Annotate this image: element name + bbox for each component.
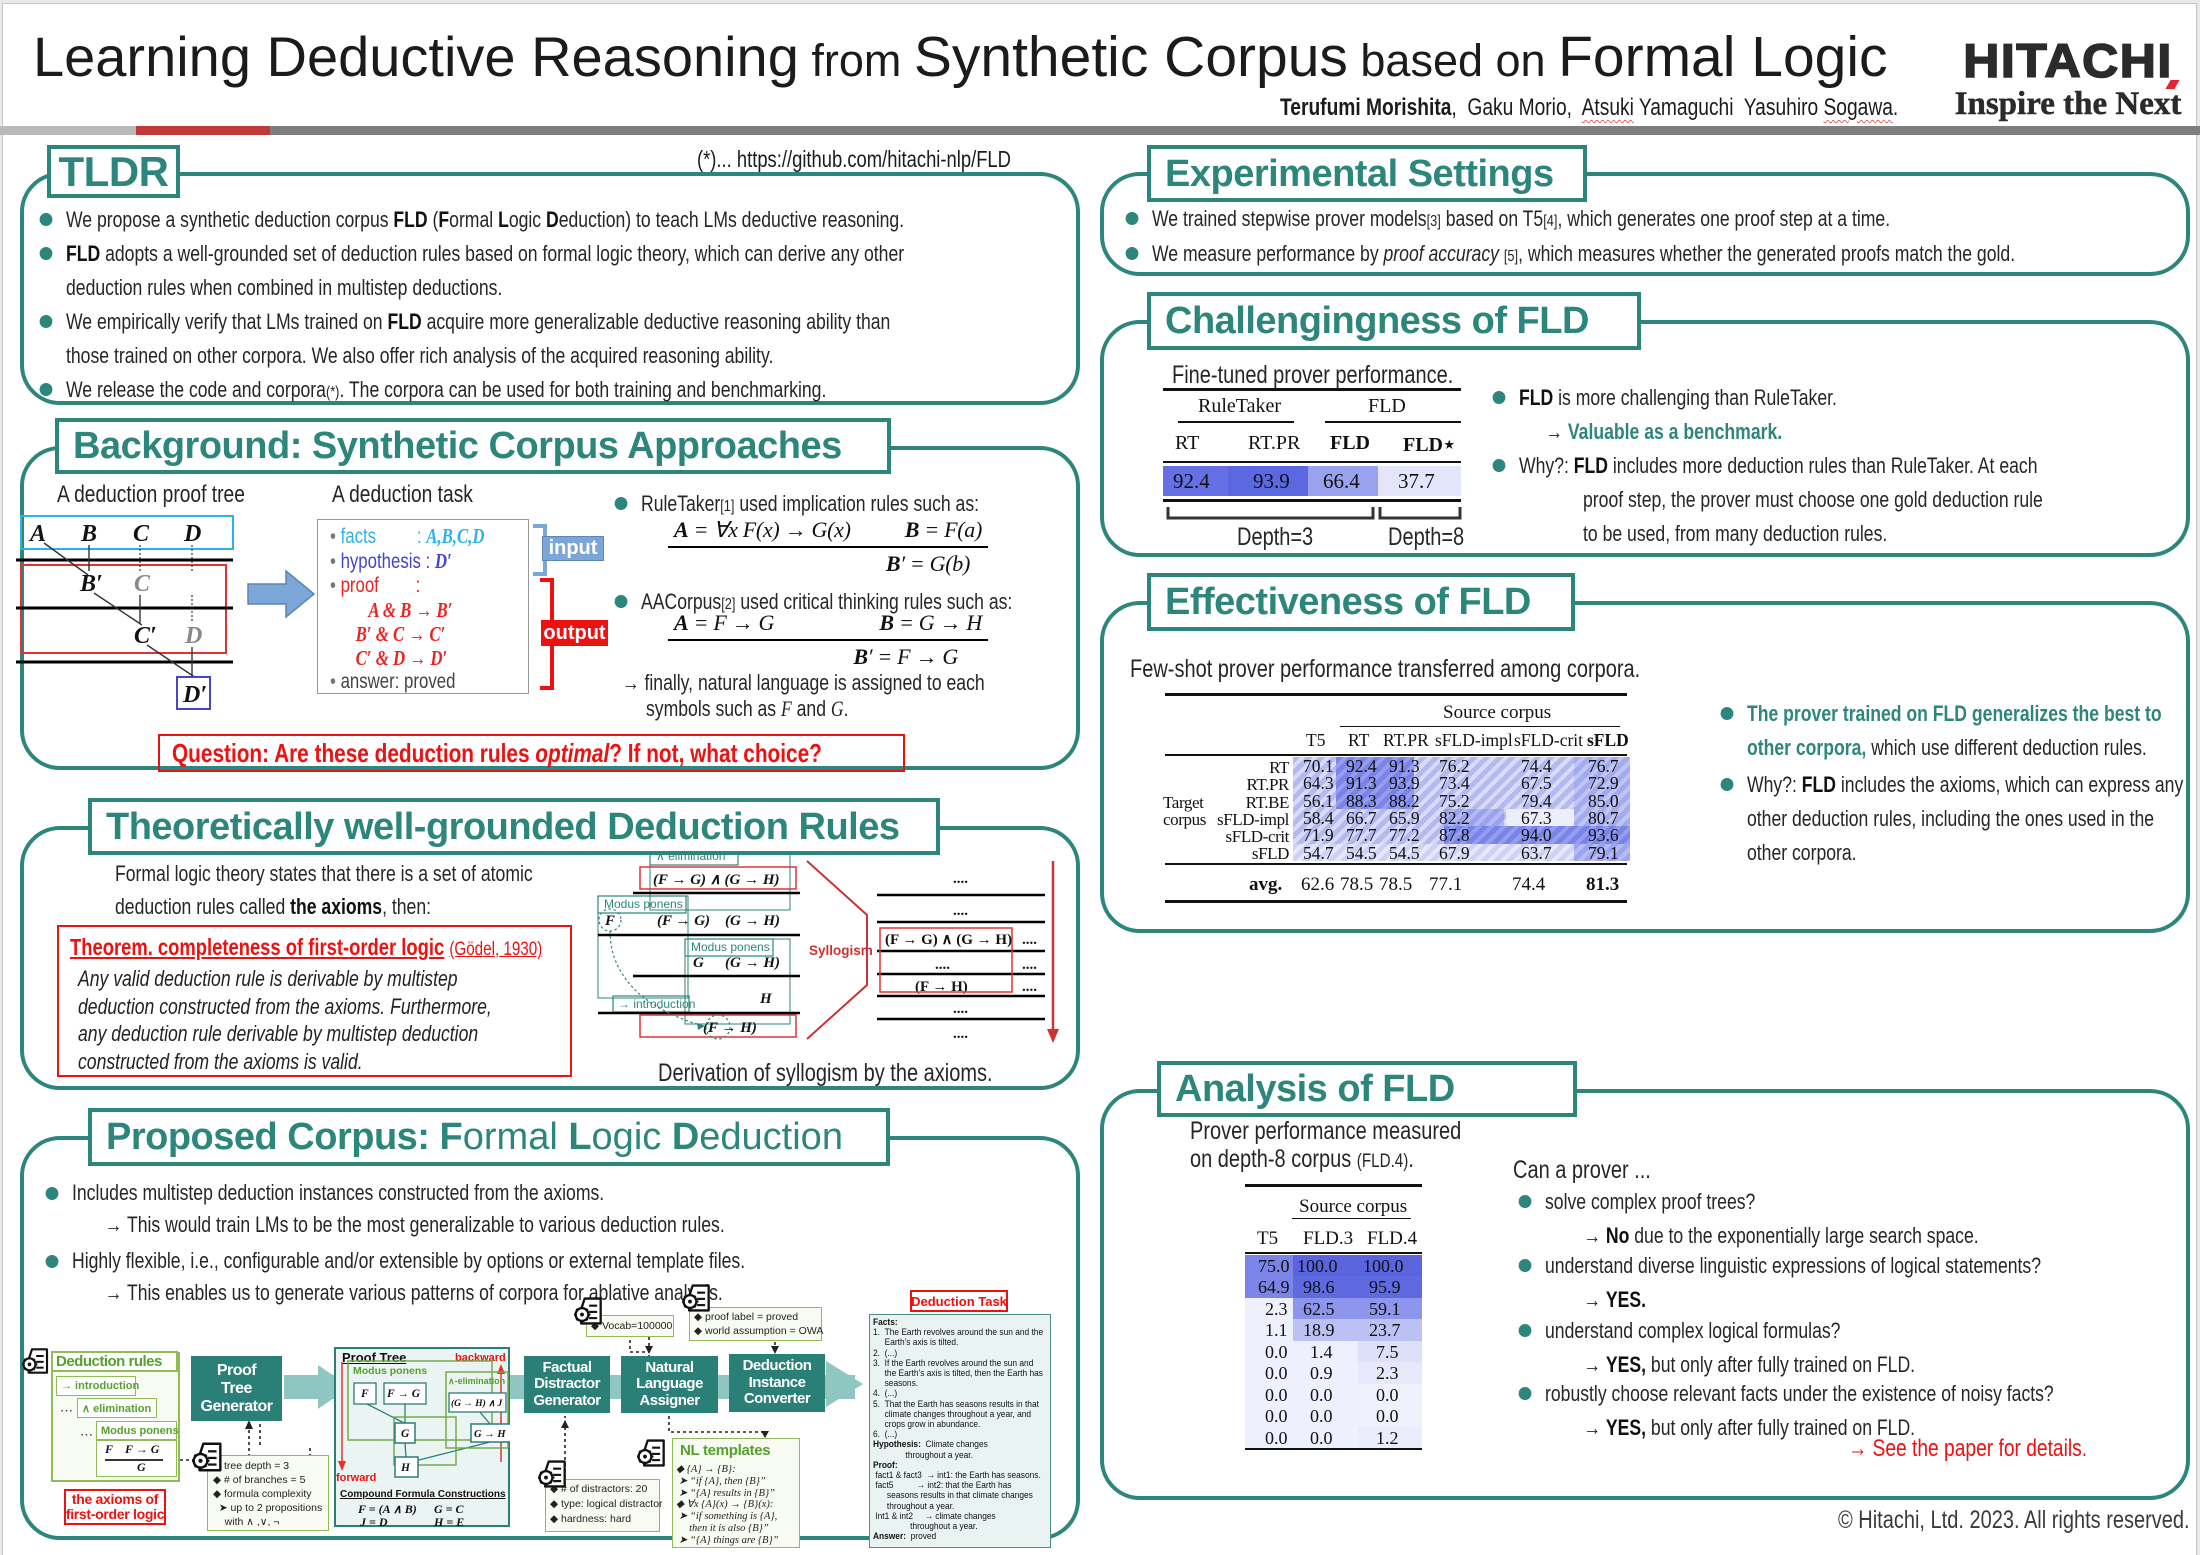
- svg-text:....: ....: [953, 1001, 968, 1017]
- svg-text:G: G: [693, 955, 704, 971]
- svg-text:C′: C′: [134, 623, 157, 649]
- svg-text:C: C: [133, 521, 150, 547]
- svg-text:G → H: G → H: [474, 1429, 506, 1440]
- svg-text:D: D: [184, 623, 202, 649]
- svg-text:Modus ponens: Modus ponens: [353, 1365, 427, 1377]
- svg-text:(G → H): (G → H): [725, 955, 780, 971]
- svg-text:(F → H): (F → H): [915, 979, 968, 995]
- svg-text:....: ....: [1022, 979, 1037, 995]
- svg-text:(F → G) ∧ (G → H): (F → G) ∧ (G → H): [885, 932, 1012, 948]
- svg-text:F = (A ∧ B): F = (A ∧ B): [357, 1502, 417, 1516]
- svg-text:....: ....: [935, 957, 950, 973]
- svg-text:Modus ponens: Modus ponens: [604, 897, 683, 911]
- svg-text:Modus ponens: Modus ponens: [691, 940, 770, 954]
- svg-text:....: ....: [953, 1026, 968, 1042]
- svg-text:....: ....: [1022, 957, 1037, 973]
- svg-text:....: ....: [953, 903, 968, 919]
- svg-text:(F → G): (F → G): [657, 913, 710, 929]
- svg-text:H = E: H = E: [433, 1515, 464, 1527]
- svg-text:A: A: [28, 521, 46, 547]
- svg-text:....: ....: [953, 871, 968, 887]
- svg-text:∧-elimination: ∧-elimination: [448, 1376, 505, 1386]
- svg-text:H: H: [759, 991, 773, 1007]
- svg-text:F → G: F → G: [386, 1388, 421, 1400]
- svg-text:Compound Formula Constructions: Compound Formula Constructions: [340, 1489, 506, 1500]
- svg-text:G = C: G = C: [434, 1502, 465, 1516]
- svg-text:G: G: [401, 1428, 410, 1440]
- svg-text:F: F: [604, 913, 615, 929]
- svg-text:(F → G) ∧ (G → H): (F → G) ∧ (G → H): [653, 872, 780, 888]
- svg-text:J = D: J = D: [359, 1515, 388, 1527]
- svg-text:D: D: [183, 521, 201, 547]
- svg-text:(G → H): (G → H): [725, 913, 780, 929]
- svg-text:(G → H) ∧ J: (G → H) ∧ J: [451, 1398, 503, 1409]
- svg-text:C: C: [134, 571, 151, 597]
- svg-text:H: H: [400, 1462, 411, 1474]
- svg-text:D′: D′: [182, 682, 207, 708]
- svg-text:F: F: [360, 1388, 369, 1400]
- svg-text:Syllogism: Syllogism: [809, 943, 873, 958]
- svg-text:→ introduction: → introduction: [618, 997, 695, 1011]
- svg-text:B′: B′: [79, 571, 103, 597]
- svg-text:....: ....: [1022, 932, 1037, 948]
- svg-text:B: B: [80, 521, 97, 547]
